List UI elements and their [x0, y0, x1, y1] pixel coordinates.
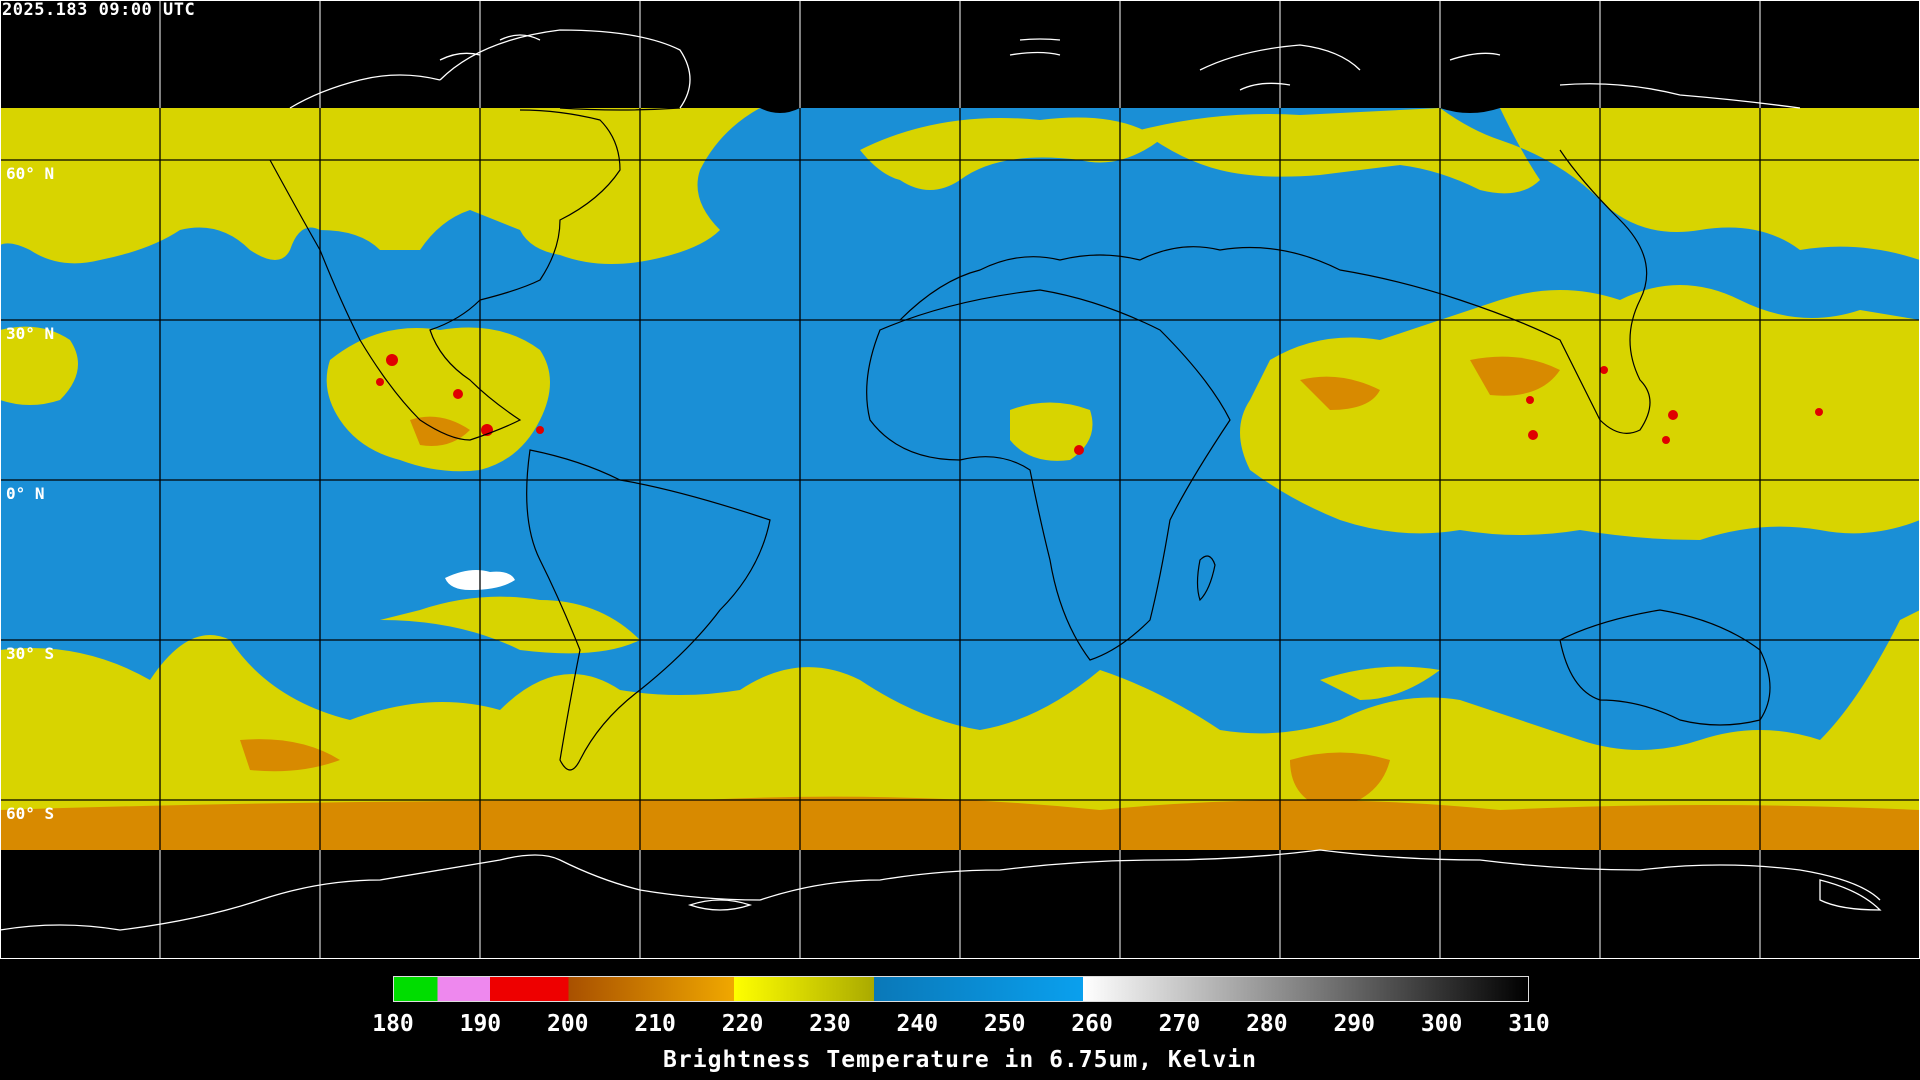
colorbar-tick-label: 180: [372, 1011, 414, 1037]
colorbar-tick-label: 270: [1158, 1011, 1201, 1037]
colorbar-tick-label: 230: [809, 1011, 851, 1037]
colorbar-tick-label: 280: [1246, 1011, 1288, 1037]
colorbar-tick-label: 250: [983, 1011, 1026, 1037]
colorbar: [393, 976, 1529, 1002]
lat-label-30s: 30° S: [6, 644, 55, 663]
deep-convection: [376, 354, 1823, 455]
colorbar-tick-label: 260: [1071, 1011, 1113, 1037]
lat-label-60s: 60° S: [6, 804, 55, 823]
colorbar-tick-label: 220: [721, 1011, 764, 1037]
colorbar-tick-label: 210: [634, 1011, 676, 1037]
timestamp-label: 2025.183 09:00 UTC: [2, 0, 196, 20]
coastlines: [269, 107, 1771, 771]
polar-coastlines: [0, 29, 1882, 931]
lat-label-0n: 0° N: [6, 484, 45, 503]
colorbar-tick-label: 240: [896, 1011, 939, 1037]
colorbar-tick-label: 190: [459, 1011, 502, 1037]
lat-label-60n: 60° N: [6, 164, 55, 183]
colorbar-tick-label: 300: [1420, 1011, 1463, 1037]
graticule: [0, 108, 1920, 850]
colorbar-title: Brightness Temperature in 6.75um, Kelvin: [663, 1047, 1257, 1073]
colorbar-tick-label: 310: [1508, 1011, 1550, 1037]
moisture-north: [0, 108, 1920, 540]
lat-label-30n: 30° N: [6, 324, 55, 343]
colorbar-tick-label: 200: [546, 1011, 589, 1037]
colorbar-tick-label: 290: [1333, 1011, 1375, 1037]
